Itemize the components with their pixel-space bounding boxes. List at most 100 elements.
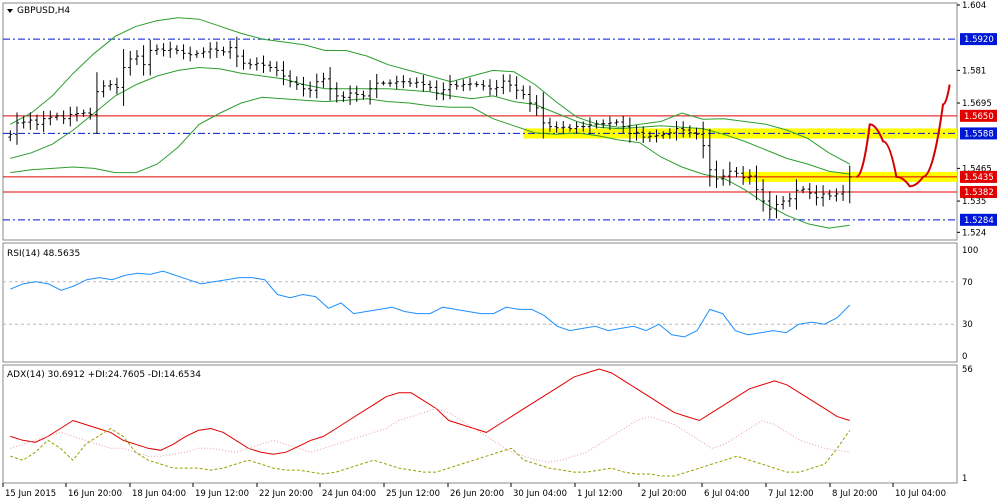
price-candle	[801, 186, 806, 194]
price-candle	[554, 121, 559, 133]
price-candle	[474, 81, 479, 88]
price-candle	[621, 115, 626, 134]
price-candle	[308, 81, 313, 98]
price-candle	[241, 49, 246, 70]
price-axis-label: 1.535	[962, 197, 986, 207]
price-candle	[421, 75, 426, 92]
price-candle	[208, 42, 213, 59]
projection-drawing	[855, 84, 951, 188]
adx-adx-line	[10, 368, 850, 455]
price-candle	[28, 112, 33, 130]
price-candle	[507, 74, 512, 92]
time-axis-label: 8 Jul 20:00	[832, 489, 878, 499]
chart-menu-triangle-icon[interactable]	[7, 9, 13, 13]
price-candle	[274, 61, 279, 77]
price-candle	[661, 131, 666, 139]
price-candle	[654, 129, 659, 143]
price-candle	[354, 85, 359, 102]
price-level-label-bg	[960, 185, 997, 198]
price-candle	[527, 85, 532, 112]
time-axis-label: 10 Jul 04:00	[895, 489, 946, 499]
price-candle	[228, 40, 233, 59]
time-axis-label: 15 Jun 2015	[5, 489, 56, 499]
price-candle	[161, 43, 166, 57]
adx-plus-di-line	[10, 427, 851, 477]
price-panel[interactable]: 1.604 1.581 1.5695 1.5465 1.535 1.524 1.5920 1.…	[2, 1, 997, 241]
rsi-panel-frame	[2, 242, 958, 363]
price-candle	[841, 184, 846, 201]
price-candle	[501, 74, 506, 95]
price-candle	[647, 131, 652, 143]
price-candle	[254, 57, 259, 71]
price-candle	[614, 119, 619, 126]
price-axis-label: 1.5695	[962, 99, 992, 109]
price-candle	[807, 183, 812, 200]
adx-axis: 56 1	[962, 365, 973, 484]
rsi-axis-label: 70	[962, 278, 973, 288]
price-candle	[461, 79, 466, 92]
adx-panel[interactable]: 56 1 ADX(14) 30.6912 +DI:24.7605 -DI:14.6…	[2, 364, 973, 484]
price-candle	[721, 169, 726, 186]
rsi-axis-label: 30	[962, 320, 973, 330]
price-candle	[321, 72, 326, 88]
price-candle	[108, 80, 113, 91]
price-candle	[414, 77, 419, 89]
rsi-series-line	[10, 270, 851, 338]
price-level-label-bg	[960, 33, 997, 46]
price-candle	[294, 76, 299, 90]
price-candle	[707, 128, 712, 187]
price-candle	[487, 79, 492, 96]
time-axis-label: 25 Jun 12:00	[386, 489, 440, 499]
price-axis-label: 1.5465	[962, 164, 992, 174]
price-candle	[268, 60, 273, 72]
price-candle	[34, 114, 39, 130]
price-panel-title: GBPUSD,H4	[17, 6, 70, 16]
time-axis-label: 6 Jul 04:00	[704, 489, 750, 499]
price-candle	[607, 116, 612, 131]
price-candle	[61, 110, 66, 125]
rsi-panel[interactable]: 100 70 30 0 RSI(14) 48.5635	[2, 242, 978, 363]
price-level-label: 1.5588	[964, 129, 994, 139]
price-candle	[587, 117, 592, 135]
price-candle	[741, 166, 746, 185]
price-candle	[561, 121, 566, 134]
price-candle	[428, 80, 433, 92]
price-candle	[821, 185, 826, 207]
price-candle	[454, 80, 459, 90]
time-axis-label: 22 Jun 20:00	[259, 489, 313, 499]
time-axis-label: 7 Jul 12:00	[768, 489, 814, 499]
price-candle	[634, 125, 639, 141]
price-axis-label: 1.524	[962, 228, 986, 238]
rsi-line	[10, 270, 851, 338]
price-candle	[694, 127, 699, 140]
price-panel-frame	[2, 2, 958, 241]
price-level-label: 1.5435	[964, 173, 994, 183]
price-candle	[48, 110, 53, 126]
time-axis-label: 16 Jun 20:00	[68, 489, 122, 499]
rsi-axis-label: 100	[962, 246, 978, 256]
price-level-label: 1.5382	[964, 188, 994, 198]
price-candle	[681, 121, 686, 138]
time-axis: 15 Jun 2015 16 Jun 20:00 18 Jun 04:00 19 Ju…	[2, 483, 946, 499]
price-candle	[301, 76, 306, 97]
price-candle	[481, 80, 486, 91]
price-candle	[408, 77, 413, 87]
time-axis-label: 1 Jul 12:00	[577, 489, 623, 499]
price-candle	[394, 75, 399, 90]
price-candle	[8, 130, 13, 142]
price-candle	[14, 112, 19, 145]
price-candle	[348, 85, 353, 106]
price-candle	[201, 47, 206, 58]
price-candle	[234, 36, 239, 68]
price-candle	[41, 110, 46, 133]
price-level-label-bg	[960, 109, 997, 122]
price-candle	[601, 119, 606, 129]
time-axis-label: 24 Jun 04:00	[322, 489, 376, 499]
time-axis-label: 30 Jun 04:00	[513, 489, 567, 499]
price-candle	[88, 107, 93, 120]
price-candle	[627, 117, 632, 143]
price-candle	[514, 76, 519, 100]
price-candle	[148, 39, 153, 76]
price-axis-label: 1.604	[962, 1, 986, 11]
